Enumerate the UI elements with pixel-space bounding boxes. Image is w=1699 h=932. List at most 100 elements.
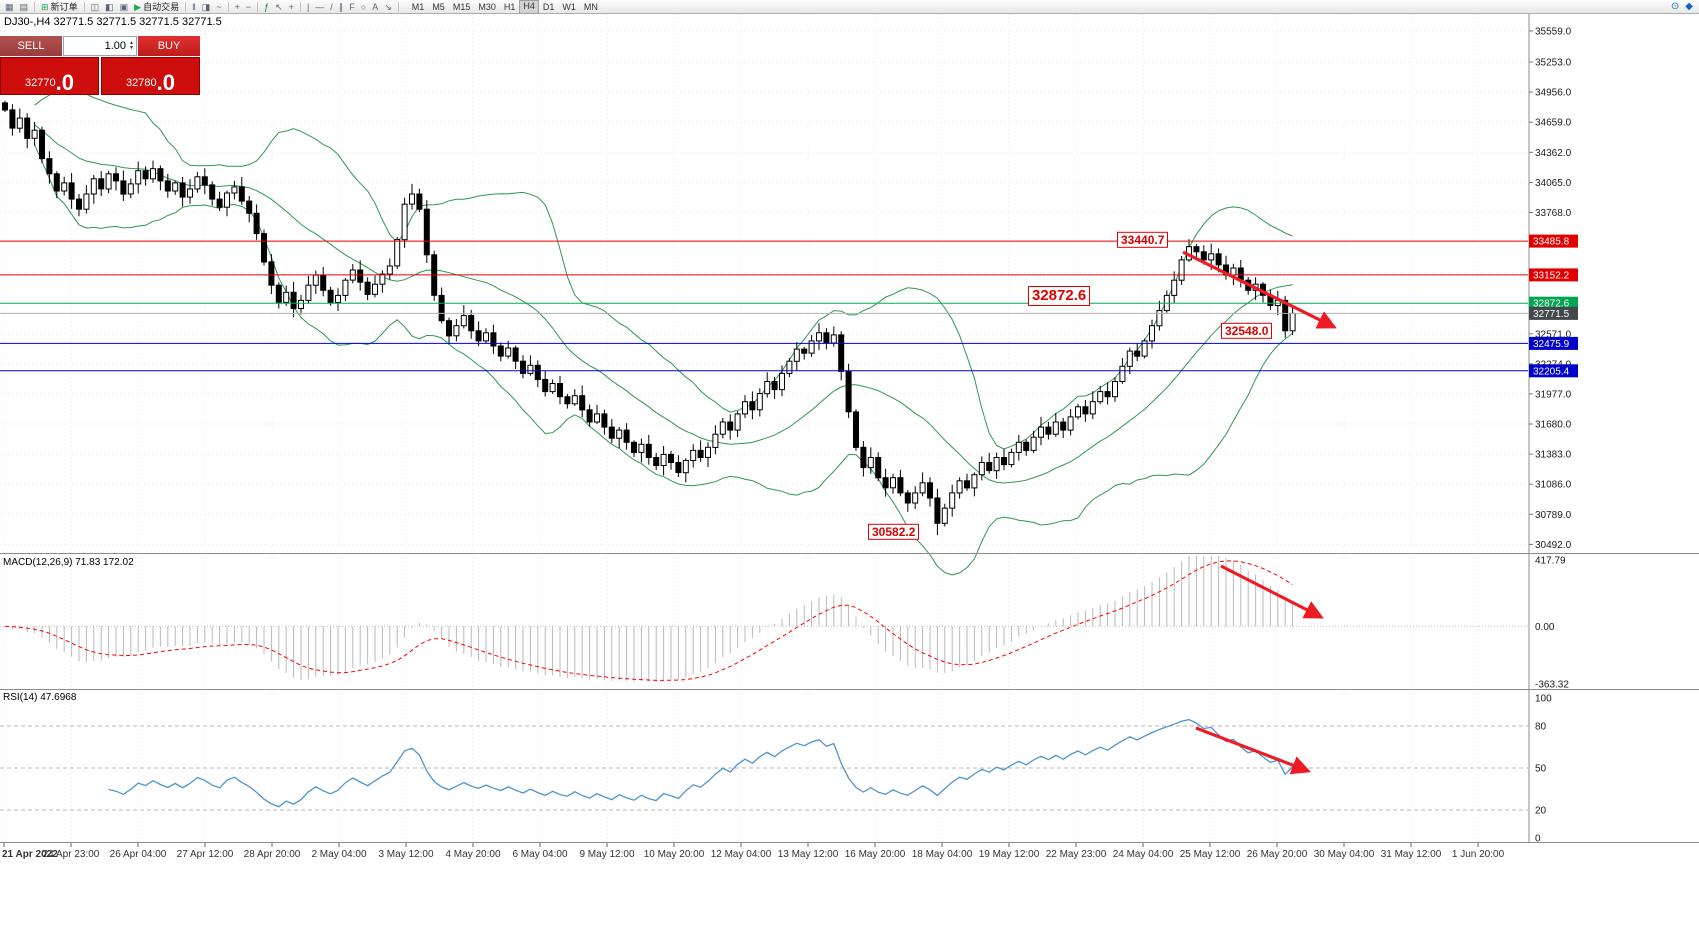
price-tag[interactable] (1529, 234, 1578, 248)
rsi-scale-label: 20 (1535, 806, 1547, 817)
timeframe-h1[interactable]: H1 (503, 1, 516, 12)
candle-body (423, 208, 430, 256)
fibonacci-icon: F (349, 1, 355, 12)
new-order-button[interactable]: ⊞ 新订单 (38, 1, 81, 13)
community-icon[interactable]: ◆ (1685, 1, 1693, 12)
trendline-icon: / (330, 1, 333, 12)
quotes-icon[interactable]: ⊙ (1670, 1, 1680, 12)
trend-arrow[interactable] (1220, 564, 1324, 619)
volume-down-icon[interactable]: ▼ (129, 45, 134, 51)
trend-arrow[interactable] (1195, 726, 1311, 775)
timeframe-d1[interactable]: D1 (542, 1, 555, 12)
vertical-line-icon[interactable]: | (304, 1, 312, 13)
crosshair-icon[interactable]: + (286, 1, 297, 13)
price-tag[interactable] (1529, 336, 1578, 350)
time-label: 30 May 04:00 (1314, 849, 1375, 860)
time-label: 22 May 23:00 (1046, 849, 1107, 860)
candle-body (490, 332, 497, 347)
candle-body (327, 289, 334, 303)
zoom-out-icon[interactable]: − (243, 1, 254, 13)
candle-body (1149, 325, 1155, 342)
horizontal-line-icon: — (315, 1, 325, 12)
candle-body (53, 173, 60, 192)
rsi-scale-label: 50 (1535, 764, 1547, 775)
symbol-info: DJ30-,H4 32771.5 32771.5 32771.5 32771.5 (4, 16, 222, 28)
price-annotation[interactable]: 32872.6 (1028, 286, 1091, 306)
bars-chart-icon[interactable]: ‖ (189, 1, 199, 13)
buy-button[interactable]: BUY (138, 36, 200, 56)
price-annotation[interactable]: 32548.0 (1221, 322, 1273, 340)
candle-body (446, 320, 452, 337)
toolbar-separator (397, 1, 399, 12)
volume-stepper[interactable]: ▲ ▼ (129, 41, 134, 51)
autotrading-button[interactable]: ▶ 自动交易 (131, 1, 182, 13)
candle-body (808, 340, 815, 354)
cursor-icon[interactable]: ↖ (272, 1, 286, 13)
navigator-icon[interactable]: ◧ (102, 1, 117, 13)
shapes-icon[interactable]: ○ (358, 1, 369, 13)
trend-arrow[interactable] (1182, 250, 1337, 329)
new-chart-icon[interactable]: ▦ (2, 1, 17, 13)
time-label: 16 May 20:00 (845, 849, 906, 860)
time-label: 27 Apr 12:00 (177, 849, 234, 860)
price-tag-value: 33152.2 (1533, 270, 1570, 281)
market-watch-icon[interactable]: ◫ (88, 1, 103, 13)
profiles-icon[interactable]: ▤ (17, 1, 32, 13)
volume-input[interactable]: 1.00 ▲ ▼ (63, 36, 137, 56)
bollinger-lower-band (34, 144, 1293, 576)
candle-body (853, 411, 859, 448)
timeframe-buttons: M1 M5 M15 M30 H1 H4 D1 W1 MN (408, 0, 602, 14)
price-label: 30789.0 (1535, 510, 1572, 521)
timeframe-m30[interactable]: M30 (478, 1, 496, 12)
timeframe-m5[interactable]: M5 (432, 1, 445, 12)
indicators-icon[interactable]: ƒ (261, 1, 272, 13)
timeframe-h4[interactable]: H4 (519, 0, 539, 14)
volume-value[interactable]: 1.00 (104, 40, 127, 52)
volume-up-icon[interactable]: ▲ (129, 40, 134, 46)
macd-label: MACD(12,26,9) 71.83 172.02 (3, 557, 134, 568)
text-icon[interactable]: A (369, 1, 381, 13)
channel-icon[interactable]: ∥ (336, 1, 347, 13)
timeframe-w1[interactable]: W1 (562, 1, 576, 12)
line-chart-icon[interactable]: ~ (213, 1, 224, 13)
candle-body (335, 294, 341, 303)
sell-price-button[interactable]: 32770.0 (0, 57, 99, 95)
arrow-marker-icon[interactable]: ↘ (381, 1, 395, 13)
price-tag[interactable] (1529, 306, 1578, 320)
candle-body (697, 449, 704, 458)
candles-chart-icon[interactable]: ◨ (199, 1, 214, 13)
macd-scale-label: 417.79 (1535, 556, 1566, 567)
candle-body (342, 279, 349, 296)
buy-price-button[interactable]: 32780.0 (101, 57, 200, 95)
trendline-icon[interactable]: / (327, 1, 336, 13)
candle-body (838, 334, 845, 372)
price-annotation[interactable]: 30582.2 (868, 523, 920, 541)
timeframe-m15[interactable]: M15 (452, 1, 471, 12)
candle-body (1215, 253, 1222, 266)
price-annotation[interactable]: 33440.7 (1117, 231, 1169, 249)
fibonacci-icon[interactable]: F (346, 1, 358, 13)
sell-button[interactable]: SELL (0, 36, 62, 56)
toolbar-separator (257, 1, 259, 12)
candle-body (261, 233, 267, 263)
zoom-in-icon[interactable]: + (232, 1, 243, 13)
price-tag[interactable] (1529, 296, 1578, 310)
terminal-icon[interactable]: ▣ (117, 1, 132, 13)
hlines-layer (0, 240, 1528, 372)
timeframe-mn[interactable]: MN (583, 1, 598, 12)
candle-body (1015, 441, 1022, 453)
candle-body (897, 477, 904, 494)
price-label: 31086.0 (1535, 480, 1572, 491)
timeframe-m1[interactable]: M1 (411, 1, 425, 12)
price-label: 31383.0 (1535, 450, 1572, 461)
horizontal-line-icon[interactable]: — (312, 1, 327, 13)
time-label: 28 Apr 20:00 (244, 849, 301, 860)
grid-layer (0, 14, 1528, 843)
new-chart-icon: ▦ (5, 1, 14, 12)
autotrading-button-label: 自动交易 (143, 2, 180, 12)
price-tag[interactable] (1529, 364, 1578, 378)
toolbar: ▦ ▤ ⊞ 新订单 ◫ ◧ ▣ ▶ 自动交易 ‖ ◨ ~ + − ƒ ↖ + | — / ∥ F ○ A ↘ M1 M5 M15 M3… (0, 0, 1699, 14)
price-tag[interactable] (1529, 268, 1578, 282)
